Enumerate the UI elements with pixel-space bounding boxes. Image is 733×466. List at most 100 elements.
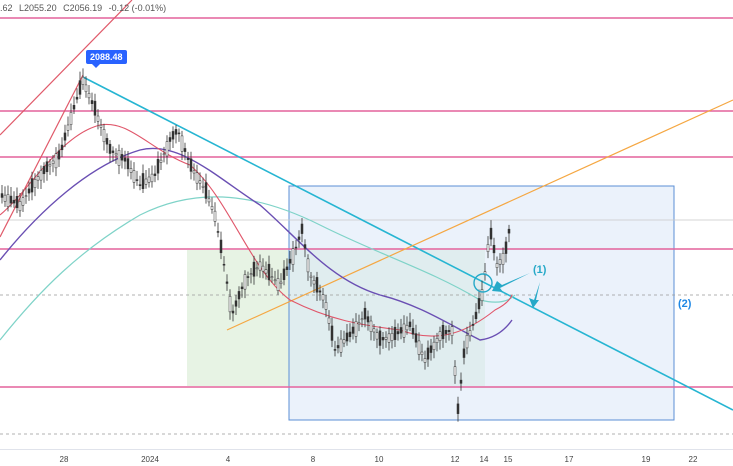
candle-body (420, 351, 424, 355)
candle-body (267, 263, 271, 281)
candle-body (336, 345, 340, 349)
candle-body (495, 263, 499, 268)
candle-body (198, 180, 202, 184)
candle-body (237, 291, 241, 300)
candle-body (453, 366, 457, 376)
candle-body (375, 332, 379, 340)
candle-body (486, 244, 490, 252)
candle-body (387, 333, 391, 343)
candle-body (39, 170, 43, 181)
candle-body (108, 143, 112, 154)
candlesticks (0, 68, 511, 422)
candle-body (246, 276, 250, 278)
x-tick-label: 14 (479, 455, 489, 464)
candle-body (276, 278, 280, 291)
candle-body (57, 150, 61, 160)
candle-body (417, 340, 421, 355)
candle-body (426, 347, 430, 360)
candle-body (69, 112, 73, 125)
candle-body (51, 160, 55, 164)
candle-body (9, 195, 13, 204)
candle-body (480, 289, 484, 302)
candle-body (384, 336, 388, 340)
candle-body (456, 403, 460, 414)
candle-body (288, 258, 292, 264)
price-chart[interactable] (0, 0, 733, 450)
candle-body (243, 274, 247, 290)
candle-body (363, 307, 367, 320)
x-tick-label: 28 (59, 455, 69, 464)
candle-body (102, 129, 106, 143)
candle-body (111, 150, 115, 153)
candle-body (222, 263, 226, 266)
candle-body (99, 124, 103, 128)
open-value: .62 (0, 3, 13, 13)
candle-body (192, 170, 196, 174)
candle-body (87, 93, 91, 99)
candle-body (231, 310, 235, 314)
candle-body (309, 275, 313, 278)
candle-body (351, 326, 355, 334)
candle-body (213, 210, 217, 222)
candle-body (432, 341, 436, 351)
x-tick-label: 8 (310, 455, 316, 464)
candle-body (147, 176, 151, 183)
candle-body (150, 173, 154, 183)
time-axis[interactable]: 28 2024 4 8 10 12 14 15 17 19 22 (0, 449, 733, 466)
descending-trendline (82, 76, 733, 411)
candle-body (357, 322, 361, 325)
candle-body (21, 197, 25, 206)
candle-body (504, 241, 508, 254)
low-value: L2055.20 (19, 3, 57, 13)
candle-body (498, 259, 502, 265)
candle-body (423, 358, 427, 363)
candle-body (273, 279, 277, 282)
candle-body (144, 178, 148, 185)
candle-body (462, 348, 466, 358)
candle-body (6, 194, 10, 207)
candle-body (15, 196, 19, 209)
candle-body (18, 201, 22, 212)
candle-body (396, 331, 400, 335)
channel-line (0, 0, 133, 136)
candle-body (156, 159, 160, 174)
candle-body (366, 316, 370, 323)
candle-body (405, 325, 409, 331)
x-tick-label: 2024 (141, 455, 159, 464)
candle-body (3, 194, 7, 202)
channel-line (0, 74, 84, 238)
candle-body (501, 252, 505, 265)
candle-body (75, 96, 79, 100)
candle-body (327, 317, 331, 324)
x-tick-label: 22 (688, 455, 698, 464)
candle-body (240, 286, 244, 290)
candle-body (318, 290, 322, 293)
candle-body (279, 281, 283, 284)
annotation-2: (2) (678, 298, 692, 310)
candle-body (402, 323, 406, 338)
candle-body (258, 261, 262, 271)
candle-body (300, 223, 304, 234)
candle-body (123, 157, 127, 162)
candle-body (390, 332, 394, 341)
candle-body (303, 244, 307, 249)
candle-body (306, 258, 310, 273)
candle-body (117, 150, 121, 166)
candle-body (30, 178, 34, 193)
high-price-label: 2088.48 (86, 50, 127, 68)
ma-purple (0, 147, 513, 341)
candle-body (264, 269, 268, 274)
candle-body (183, 148, 187, 152)
candle-body (330, 325, 334, 341)
candle-body (66, 124, 70, 131)
candle-body (411, 327, 415, 335)
candle-body (474, 311, 478, 320)
candle-body (234, 300, 238, 307)
candle-body (204, 182, 208, 199)
candle-body (114, 153, 118, 156)
candle-body (207, 198, 211, 203)
candle-body (477, 298, 481, 310)
candle-body (360, 318, 364, 321)
candle-body (270, 276, 274, 278)
